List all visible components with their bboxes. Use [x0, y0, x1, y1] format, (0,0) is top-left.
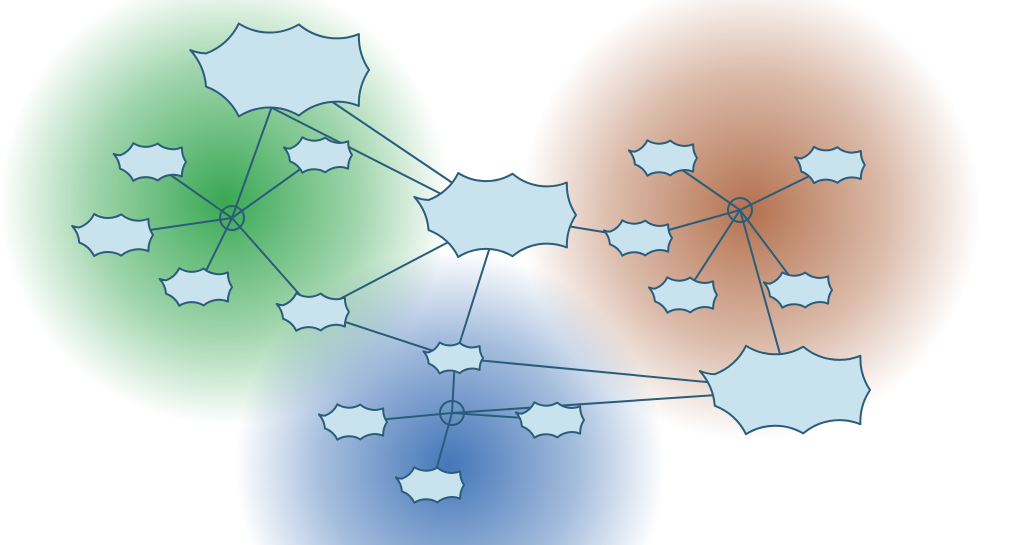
regions-layer — [0, 0, 980, 545]
network-diagram — [0, 0, 1024, 545]
